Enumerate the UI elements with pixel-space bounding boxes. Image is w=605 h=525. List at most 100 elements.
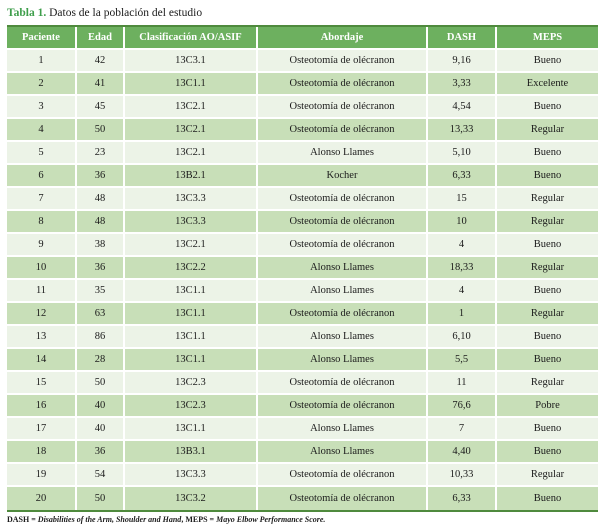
table-row: 15 50 13C2.3 Osteotomía de olécranon 11 Regul… xyxy=(7,372,598,395)
table-row: 17 40 13C1.1 Alonso Llames 7 Bueno xyxy=(7,418,598,441)
cell-dash: 15 xyxy=(428,188,497,211)
cell-abordaje: Osteotomía de olécranon xyxy=(258,119,428,142)
footnote-segment: , MEPS = xyxy=(181,515,217,524)
cell-abordaje: Osteotomía de olécranon xyxy=(258,50,428,73)
cell-paciente: 17 xyxy=(7,418,77,441)
cell-dash: 10 xyxy=(428,211,497,234)
cell-abordaje: Osteotomía de olécranon xyxy=(258,211,428,234)
cell-paciente: 2 xyxy=(7,73,77,96)
cell-clasificaci-n-ao-asif: 13C1.1 xyxy=(125,349,258,372)
table-row: 11 35 13C1.1 Alonso Llames 4 Bueno xyxy=(7,280,598,303)
cell-meps: Regular xyxy=(497,303,598,326)
cell-meps: Regular xyxy=(497,257,598,280)
column-header-abordaje: Abordaje xyxy=(258,27,428,50)
cell-clasificaci-n-ao-asif: 13C3.1 xyxy=(125,50,258,73)
cell-dash: 5,10 xyxy=(428,142,497,165)
cell-abordaje: Alonso Llames xyxy=(258,418,428,441)
cell-meps: Bueno xyxy=(497,142,598,165)
table-row: 8 48 13C3.3 Osteotomía de olécranon 10 Regula… xyxy=(7,211,598,234)
table-number-label: Tabla 1. xyxy=(7,7,47,19)
table-row: 9 38 13C2.1 Osteotomía de olécranon 4 Bueno xyxy=(7,234,598,257)
cell-abordaje: Osteotomía de olécranon xyxy=(258,303,428,326)
page-title: Tabla 1. Datos de la población del estud… xyxy=(7,6,599,20)
cell-meps: Bueno xyxy=(497,280,598,303)
cell-clasificaci-n-ao-asif: 13C3.3 xyxy=(125,211,258,234)
cell-dash: 11 xyxy=(428,372,497,395)
cell-paciente: 20 xyxy=(7,487,77,510)
cell-dash: 6,33 xyxy=(428,165,497,188)
cell-dash: 13,33 xyxy=(428,119,497,142)
cell-edad: 40 xyxy=(77,418,125,441)
cell-dash: 4,54 xyxy=(428,96,497,119)
cell-dash: 4 xyxy=(428,280,497,303)
cell-edad: 54 xyxy=(77,464,125,487)
cell-paciente: 18 xyxy=(7,441,77,464)
cell-paciente: 16 xyxy=(7,395,77,418)
cell-abordaje: Alonso Llames xyxy=(258,142,428,165)
cell-meps: Bueno xyxy=(497,96,598,119)
cell-abordaje: Alonso Llames xyxy=(258,349,428,372)
cell-abordaje: Osteotomía de olécranon xyxy=(258,188,428,211)
cell-meps: Regular xyxy=(497,188,598,211)
cell-edad: 48 xyxy=(77,211,125,234)
cell-meps: Pobre xyxy=(497,395,598,418)
cell-clasificaci-n-ao-asif: 13C2.1 xyxy=(125,119,258,142)
cell-edad: 42 xyxy=(77,50,125,73)
cell-meps: Bueno xyxy=(497,165,598,188)
cell-edad: 36 xyxy=(77,165,125,188)
cell-clasificaci-n-ao-asif: 13C1.1 xyxy=(125,303,258,326)
table-row: 14 28 13C1.1 Alonso Llames 5,5 Bueno xyxy=(7,349,598,372)
cell-edad: 36 xyxy=(77,257,125,280)
table-row: 5 23 13C2.1 Alonso Llames 5,10 Bueno xyxy=(7,142,598,165)
table-row: 1 42 13C3.1 Osteotomía de olécranon 9,16 Buen… xyxy=(7,50,598,73)
cell-paciente: 19 xyxy=(7,464,77,487)
cell-clasificaci-n-ao-asif: 13B2.1 xyxy=(125,165,258,188)
cell-meps: Bueno xyxy=(497,50,598,73)
cell-dash: 76,6 xyxy=(428,395,497,418)
cell-edad: 45 xyxy=(77,96,125,119)
cell-clasificaci-n-ao-asif: 13C3.2 xyxy=(125,487,258,510)
cell-abordaje: Osteotomía de olécranon xyxy=(258,96,428,119)
footnote-segment: DASH = xyxy=(7,515,38,524)
cell-dash: 6,10 xyxy=(428,326,497,349)
cell-dash: 18,33 xyxy=(428,257,497,280)
cell-paciente: 5 xyxy=(7,142,77,165)
footnote-segment: Disabilities of the Arm, Shoulder and Ha… xyxy=(37,515,182,524)
table-row: 2 41 13C1.1 Osteotomía de olécranon 3,33 Exce… xyxy=(7,73,598,96)
cell-meps: Excelente xyxy=(497,73,598,96)
cell-edad: 40 xyxy=(77,395,125,418)
cell-paciente: 15 xyxy=(7,372,77,395)
table-row: 13 86 13C1.1 Alonso Llames 6,10 Bueno xyxy=(7,326,598,349)
cell-clasificaci-n-ao-asif: 13C2.1 xyxy=(125,234,258,257)
cell-abordaje: Osteotomía de olécranon xyxy=(258,73,428,96)
cell-abordaje: Alonso Llames xyxy=(258,257,428,280)
cell-meps: Bueno xyxy=(497,441,598,464)
cell-dash: 6,33 xyxy=(428,487,497,510)
cell-dash: 3,33 xyxy=(428,73,497,96)
cell-abordaje: Alonso Llames xyxy=(258,280,428,303)
table-row: 19 54 13C3.3 Osteotomía de olécranon 10,33 Re… xyxy=(7,464,598,487)
table-row: 7 48 13C3.3 Osteotomía de olécranon 15 Regula… xyxy=(7,188,598,211)
cell-clasificaci-n-ao-asif: 13B3.1 xyxy=(125,441,258,464)
cell-clasificaci-n-ao-asif: 13C3.3 xyxy=(125,464,258,487)
cell-dash: 5,5 xyxy=(428,349,497,372)
cell-edad: 38 xyxy=(77,234,125,257)
cell-edad: 86 xyxy=(77,326,125,349)
cell-dash: 9,16 xyxy=(428,50,497,73)
table-body: 1 42 13C3.1 Osteotomía de olécranon 9,16 Buen… xyxy=(7,50,598,510)
cell-meps: Bueno xyxy=(497,418,598,441)
cell-dash: 1 xyxy=(428,303,497,326)
cell-abordaje: Osteotomía de olécranon xyxy=(258,234,428,257)
cell-meps: Regular xyxy=(497,119,598,142)
cell-abordaje: Alonso Llames xyxy=(258,326,428,349)
footnote-segment: Mayo Elbow Performance Score. xyxy=(216,515,326,524)
study-population-table: Paciente Edad Clasificación AO/ASIF Abordaj… xyxy=(7,25,598,512)
cell-paciente: 14 xyxy=(7,349,77,372)
cell-dash: 7 xyxy=(428,418,497,441)
cell-dash: 4,40 xyxy=(428,441,497,464)
column-header-meps: MEPS xyxy=(497,27,598,50)
cell-paciente: 10 xyxy=(7,257,77,280)
cell-abordaje: Osteotomía de olécranon xyxy=(258,487,428,510)
cell-edad: 36 xyxy=(77,441,125,464)
